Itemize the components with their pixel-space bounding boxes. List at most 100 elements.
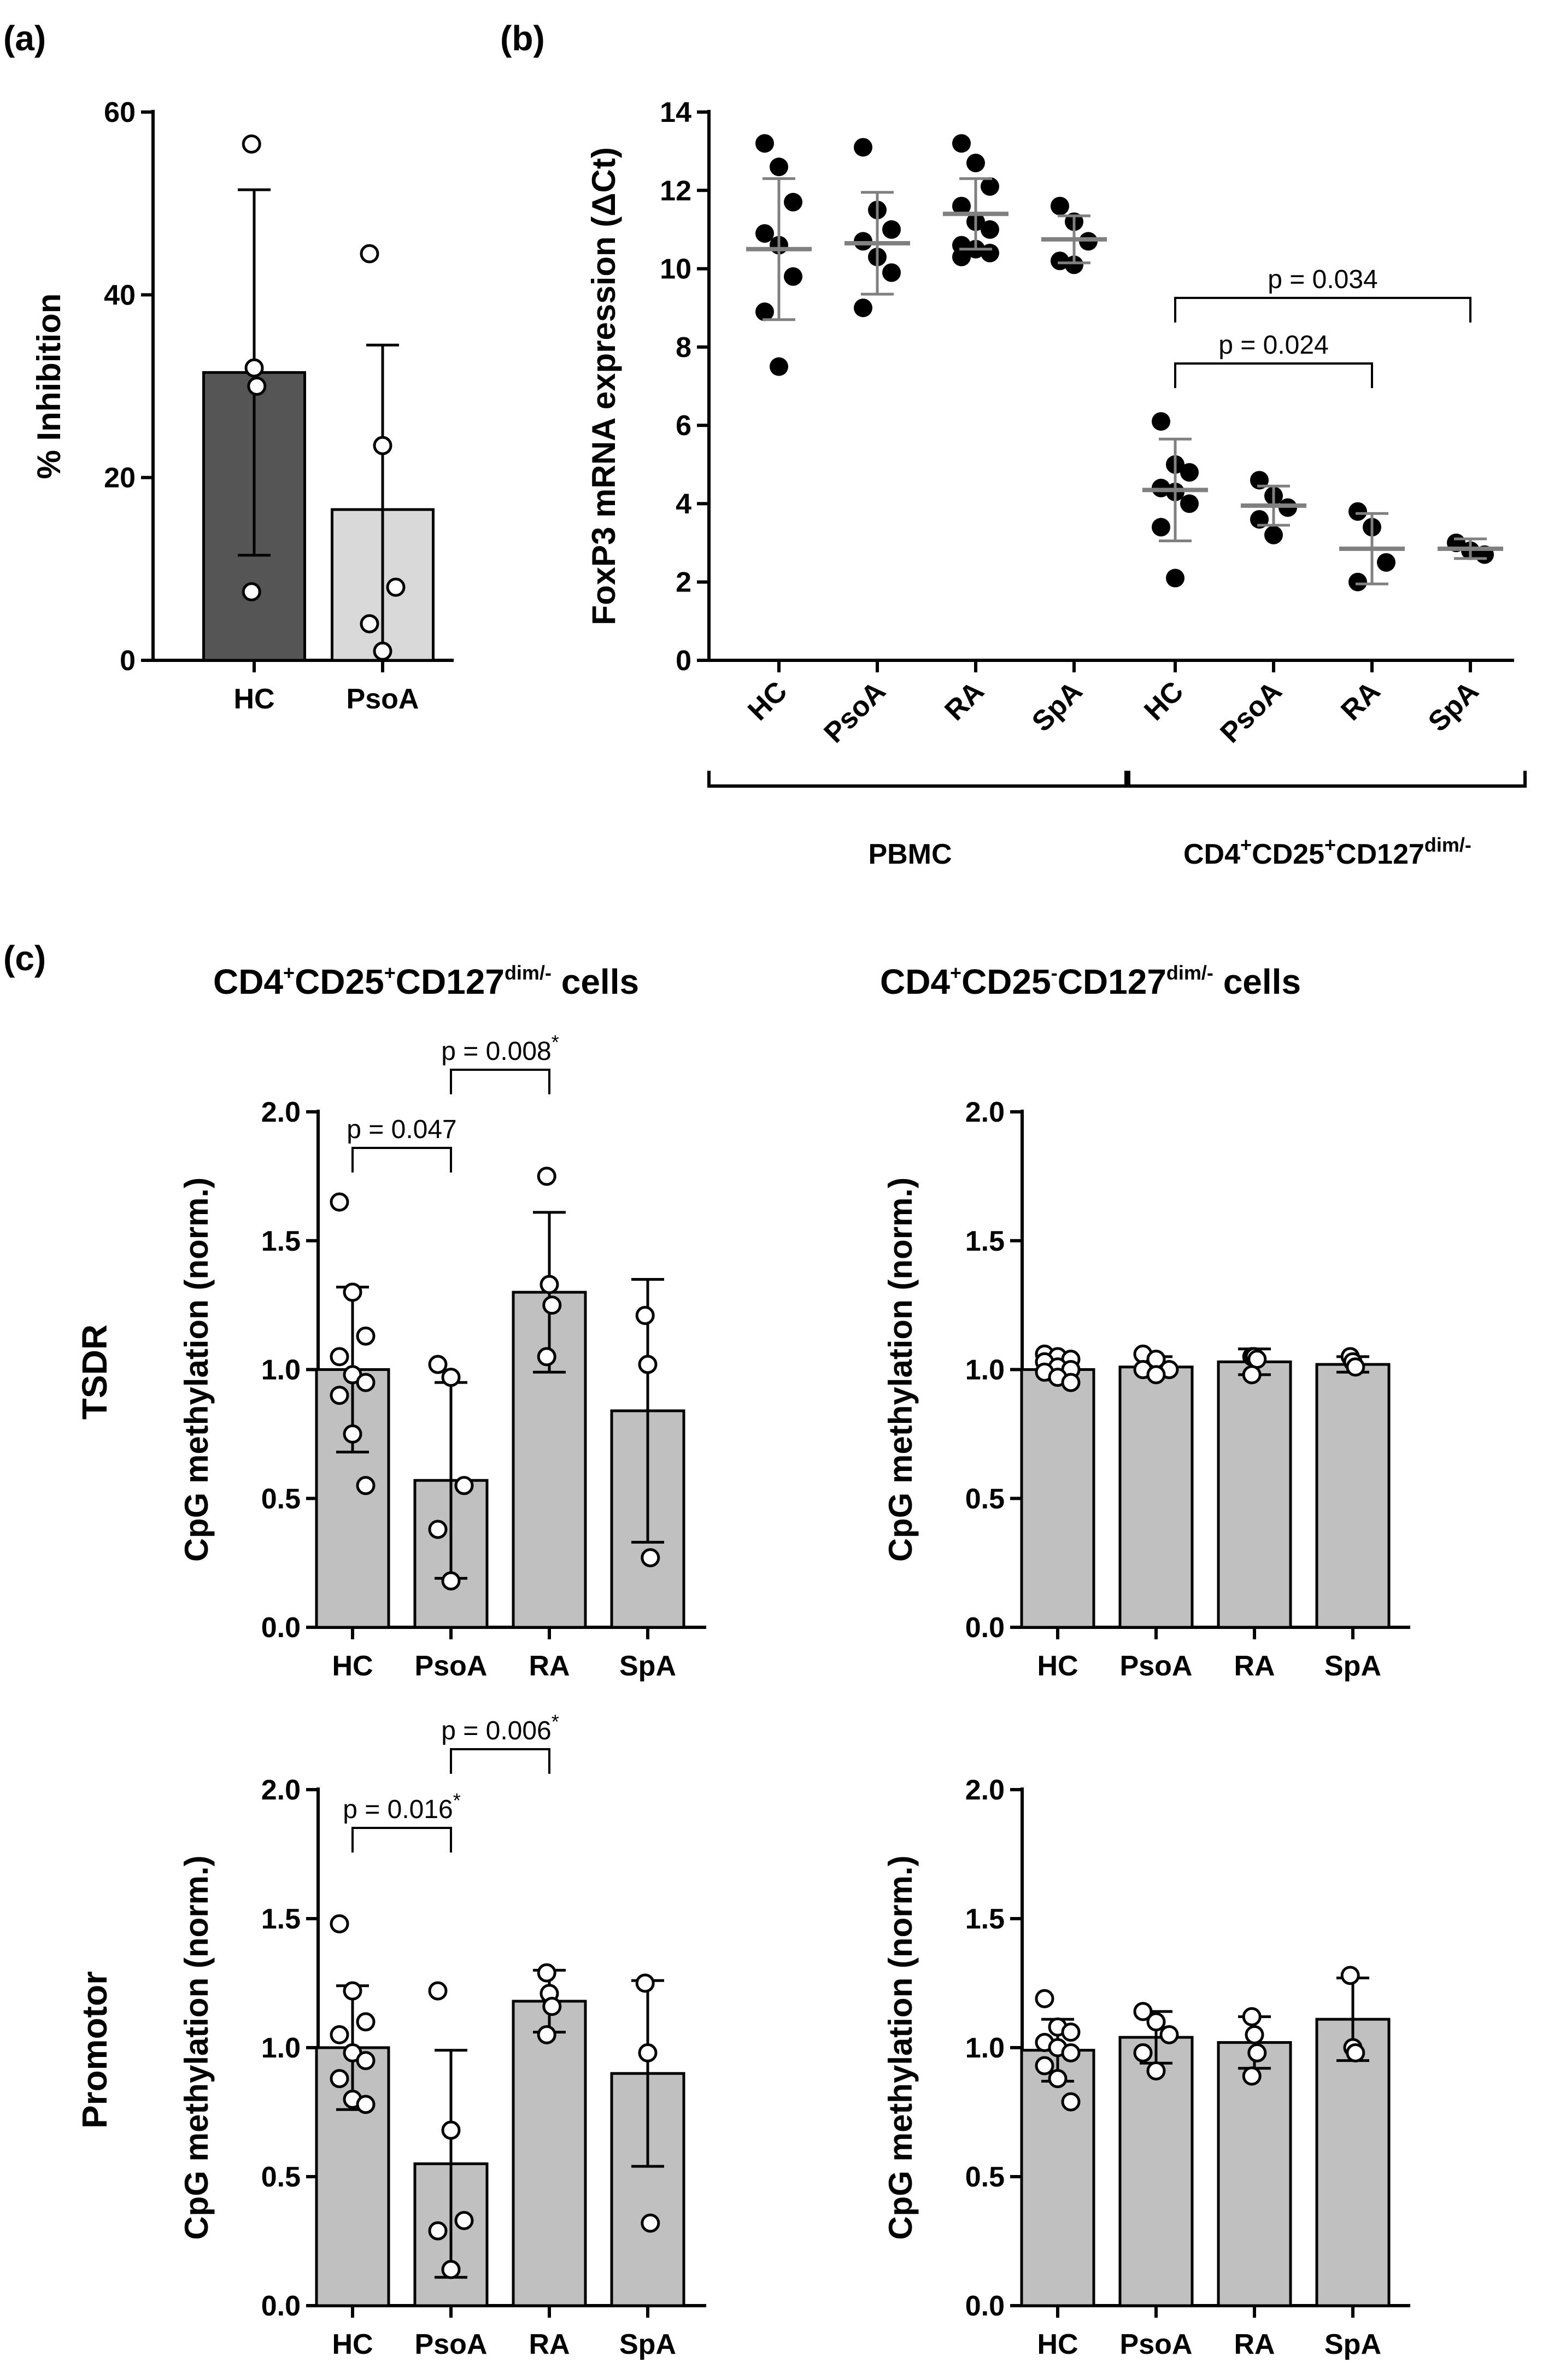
y-tick-label: 0.0 — [965, 2290, 1005, 2322]
x-tick-label: RA — [529, 2329, 570, 2360]
x-tick-label: SpA — [1026, 675, 1089, 738]
group-label-treg: CD4+CD25+CD127dim/- — [1183, 834, 1471, 870]
significance-bracket — [351, 1827, 452, 1853]
data-point — [242, 134, 261, 154]
data-point — [952, 196, 971, 215]
y-tick-label: 0.5 — [261, 1483, 301, 1515]
data-point — [635, 1973, 655, 1993]
data-point — [1166, 568, 1184, 588]
x-tick-label: SpA — [1324, 1650, 1381, 1682]
significance-bracket — [450, 1748, 550, 1774]
y-axis-title: CpG methylation (norm.) — [882, 1177, 919, 1562]
y-tick-label: 2.0 — [261, 1774, 301, 1806]
data-point — [981, 243, 999, 262]
data-point — [356, 2095, 376, 2114]
y-axis-title: CpG methylation (norm.) — [178, 1177, 215, 1562]
x-tick-label: HC — [1037, 2329, 1078, 2360]
data-point — [755, 302, 774, 321]
data-point — [981, 220, 999, 239]
y-tick-label: 1.5 — [261, 1226, 301, 1257]
y-tick-label: 4 — [676, 488, 691, 520]
chart-a: 0 20 40 60 HC PsoA % Inhibition — [31, 97, 454, 715]
y-tick-label: 1.0 — [965, 2032, 1005, 2064]
data-point — [356, 1476, 376, 1496]
x-tick-label: RA — [1335, 675, 1386, 726]
data-point — [330, 2025, 349, 2044]
data-point — [330, 1914, 349, 1933]
x-tick-label: HC — [233, 683, 274, 715]
y-tick-label: 20 — [104, 462, 136, 494]
column-header-cd25-pos: CD4+CD25+CD127dim/- cells — [213, 962, 639, 1001]
p-value-label: p = 0.047 — [347, 1115, 457, 1144]
y-tick-label: 0.5 — [965, 2161, 1005, 2193]
data-point — [952, 248, 971, 267]
data-point — [454, 1476, 474, 1496]
p-value-label: p = 0.016* — [343, 1789, 461, 1824]
data-point — [770, 157, 788, 177]
y-axis-title: % Inhibition — [31, 294, 67, 479]
data-point — [635, 1305, 655, 1325]
x-tick-label: HC — [332, 1650, 373, 1682]
group-bracket — [707, 771, 1128, 788]
data-point — [542, 1295, 562, 1315]
data-point — [428, 2221, 448, 2241]
p-value-label: p = 0.006* — [441, 1710, 559, 1745]
data-point — [784, 192, 802, 212]
significance-bracket — [351, 1147, 452, 1173]
data-point — [1242, 1365, 1262, 1385]
y-tick-label: 0 — [676, 645, 691, 677]
data-point — [1159, 2025, 1179, 2044]
data-point — [356, 1373, 376, 1392]
data-point — [1348, 572, 1367, 591]
data-point — [330, 1347, 349, 1367]
significance-bracket — [450, 1069, 550, 1094]
chart-b: 0 2 4 6 8 10 12 14 HC PsoA RA SpA HC PsoA RA SpA FoxP3 m… — [585, 97, 1527, 788]
data-point — [537, 2025, 556, 2044]
y-tick-label: 1.0 — [261, 2032, 301, 2064]
data-point — [882, 263, 901, 282]
data-point — [244, 358, 264, 378]
data-point — [1035, 1989, 1054, 2008]
data-point — [356, 1326, 376, 1346]
data-point — [1346, 1357, 1365, 1377]
data-point — [1146, 1365, 1166, 1385]
data-point — [1146, 2061, 1166, 2080]
x-tick-label: HC — [332, 2329, 373, 2360]
data-point — [1152, 518, 1170, 537]
data-point — [784, 267, 802, 286]
data-point — [343, 1424, 362, 1444]
x-tick-label: SpA — [1422, 675, 1485, 738]
y-tick-label: 6 — [676, 410, 691, 442]
bar — [1020, 1368, 1095, 1629]
data-point — [330, 1192, 349, 1212]
data-point — [1061, 2043, 1081, 2062]
data-point — [441, 1571, 461, 1591]
data-point — [854, 138, 872, 157]
panel-label-a: (a) — [3, 19, 46, 58]
x-tick-label: RA — [939, 675, 990, 726]
y-tick-label: 2.0 — [965, 1774, 1005, 1806]
y-tick-label: 1.0 — [261, 1355, 301, 1386]
data-point — [1348, 502, 1367, 521]
y-tick-label: 0.0 — [261, 1612, 301, 1644]
group-label-pbmc: PBMC — [868, 839, 952, 870]
bar — [1118, 1365, 1194, 1629]
row-label-tsdr: TSDR — [75, 1324, 114, 1420]
y-tick-label: 60 — [104, 97, 136, 128]
data-point — [454, 2211, 474, 2230]
data-point — [966, 154, 985, 173]
y-tick-label: 1.5 — [261, 1903, 301, 1935]
panel-label-c: (c) — [3, 939, 46, 978]
data-point — [1051, 251, 1069, 271]
data-point — [854, 298, 872, 318]
y-tick-label: 1.5 — [965, 1903, 1005, 1935]
data-point — [1048, 2069, 1068, 2089]
chart-c_tsdr_neg: 0.0 0.5 1.0 1.5 2.0 HC PsoA RA SpA CpG methylatio… — [882, 1097, 1410, 1682]
data-point — [755, 134, 774, 153]
data-point — [428, 1981, 448, 2001]
group-bracket — [1127, 771, 1527, 788]
data-point — [1152, 412, 1170, 431]
data-point — [1133, 2002, 1153, 2021]
data-point — [1245, 2025, 1264, 2044]
